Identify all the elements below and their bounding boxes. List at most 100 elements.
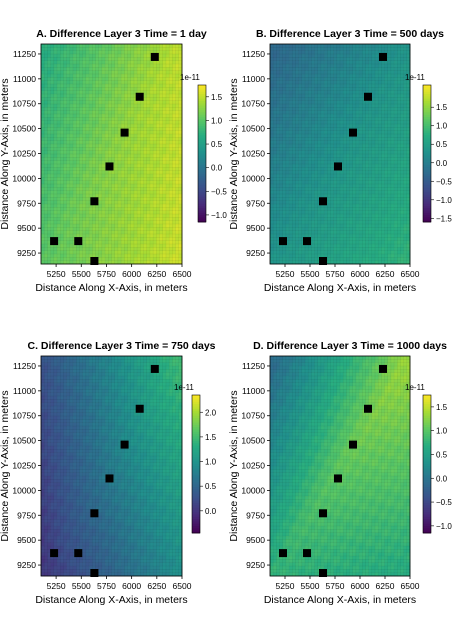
heatmap-cell [285,177,290,181]
heatmap-cell [117,117,122,121]
heatmap-cell [114,140,119,145]
heatmap-cell [105,210,109,215]
heatmap-cell [137,217,141,221]
heatmap-cell [69,190,74,195]
heatmap-cell [44,64,48,68]
heatmap-cell [381,44,385,48]
heatmap-cell [76,70,80,75]
heatmap-cell [368,180,373,185]
heatmap-cell [47,257,51,261]
heatmap-cell [343,147,347,151]
heatmap-cell [60,260,64,265]
heatmap-cell [117,50,122,55]
heatmap-cell [276,150,280,155]
heatmap-cell [276,180,280,185]
heatmap-cell [130,100,135,105]
heatmap-cell [82,74,87,78]
heatmap-cell [397,164,401,168]
heatmap-cell [101,54,106,58]
heatmap-cell [387,177,392,181]
heatmap-cell [114,230,119,235]
heatmap-cell [289,177,293,181]
heatmap-cell [282,100,287,105]
heatmap-cell [114,100,119,105]
heatmap-cell [41,44,45,48]
heatmap-cell [336,84,341,88]
heatmap-cell [156,227,160,231]
heatmap-cell [406,60,411,65]
heatmap-cell [406,134,411,138]
heatmap-cell [324,167,328,171]
heatmap-cell [41,140,45,145]
heatmap-cell [162,157,167,161]
heatmap-cell [79,57,83,61]
heatmap-cell [270,160,274,165]
heatmap-cell [98,190,103,195]
heatmap-cell [73,100,77,105]
heatmap-cell [44,110,48,115]
heatmap-cell [162,150,167,155]
heatmap-cell [355,77,360,81]
heatmap-cell [76,124,80,128]
heatmap-cell [53,224,58,228]
heatmap-cell [108,127,112,131]
heatmap-cell [159,87,164,91]
heatmap-cell [47,240,51,245]
heatmap-cell [114,254,119,258]
heatmap-cell [53,97,58,101]
heatmap-cell [95,220,99,225]
heatmap-cell [378,127,382,131]
heatmap-cell [292,50,296,55]
heatmap-cell [169,220,173,225]
heatmap-cell [156,217,160,221]
heatmap-cell [362,110,366,115]
x-tick-label: 5250 [47,269,66,279]
heatmap-cell [121,124,125,128]
heatmap-cell [169,140,173,145]
heatmap-cell [282,160,287,165]
heatmap-cell [82,227,87,231]
heatmap-cell [63,194,67,198]
heatmap-cell [314,117,319,121]
heatmap-cell [301,177,306,181]
heatmap-cell [390,50,395,55]
heatmap-cell [111,130,115,135]
heatmap-cell [50,127,55,131]
heatmap-cell [292,140,296,145]
heatmap-cell [156,234,160,238]
heatmap-cell [60,247,64,251]
heatmap-cell [66,127,71,131]
heatmap-cell [149,244,154,248]
heatmap-cell [76,150,80,155]
heatmap-cell [127,154,132,158]
heatmap-cell [114,60,119,65]
heatmap-cell [172,230,176,235]
heatmap-cell [368,100,373,105]
heatmap-cell [105,230,109,235]
heatmap-cell [308,174,312,178]
heatmap-cell [172,247,176,251]
heatmap-cell [330,50,334,55]
heatmap-cell [355,160,360,165]
heatmap-cell [149,64,154,68]
heatmap-cell [340,50,344,55]
heatmap-cell [98,107,103,111]
heatmap-cell [397,120,401,125]
heatmap-cell [127,134,132,138]
heatmap-cell [127,257,132,261]
colorbar-step [198,126,206,129]
heatmap-cell [273,164,277,168]
heatmap-cell [365,180,369,185]
heatmap-cell [89,80,93,85]
heatmap-cell [53,80,58,85]
heatmap-cell [53,180,58,185]
heatmap-cell [400,87,404,91]
heatmap-cell [111,127,115,131]
heatmap-cell [79,160,83,165]
heatmap-cell [140,87,144,91]
heatmap-cell [137,190,141,195]
colorbar-step [198,178,206,182]
heatmap-cell [95,80,99,85]
heatmap-cell [156,80,160,85]
heatmap-cell [98,87,103,91]
